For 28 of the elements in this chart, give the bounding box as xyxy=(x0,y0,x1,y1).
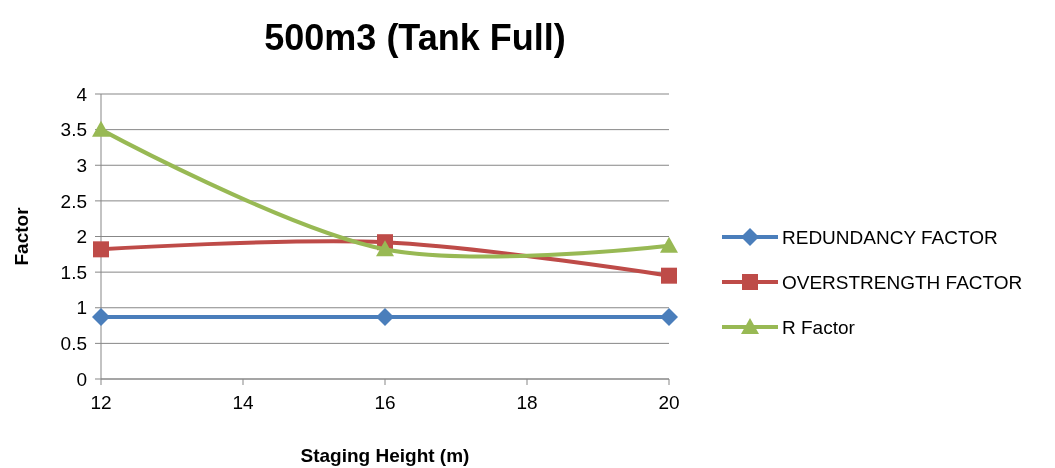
y-tick-label: 2 xyxy=(76,226,87,248)
point xyxy=(661,267,677,284)
point xyxy=(92,120,110,137)
legend-label: OVERSTRENGTH FACTOR xyxy=(782,271,1023,293)
point xyxy=(660,308,678,327)
point xyxy=(376,308,394,327)
y-tick-label: 1 xyxy=(76,297,87,319)
legend-label: R Factor xyxy=(782,316,856,338)
legend-label: REDUNDANCY FACTOR xyxy=(782,226,998,248)
y-tick-label: 2.5 xyxy=(60,190,87,212)
x-tick-label: 12 xyxy=(90,392,112,413)
chart-title: 500m3 (Tank Full) xyxy=(264,17,566,58)
y-tick-label: 0.5 xyxy=(60,333,87,355)
x-tick-label: 18 xyxy=(516,392,538,413)
point xyxy=(92,308,110,327)
y-tick-label: 3.5 xyxy=(60,119,87,141)
point xyxy=(660,236,678,253)
y-tick-label: 1.5 xyxy=(60,261,87,283)
point xyxy=(93,241,109,258)
x-tick-label: 16 xyxy=(374,392,396,413)
x-tick-label: 20 xyxy=(658,392,680,413)
y-tick-label: 4 xyxy=(76,83,88,105)
x-tick-label: 14 xyxy=(232,392,254,413)
y-tick-label: 0 xyxy=(76,368,87,390)
y-tick-label: 3 xyxy=(76,154,87,176)
x-axis-title: Staging Height (m) xyxy=(300,445,470,466)
point xyxy=(376,240,394,257)
y-axis-title: Factor xyxy=(11,206,32,266)
